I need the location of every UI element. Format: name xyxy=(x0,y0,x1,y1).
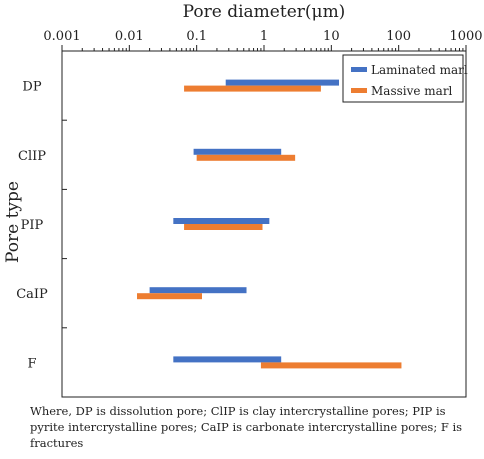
y-category-label: ClIP xyxy=(18,149,46,164)
x-tick-label: 1 xyxy=(260,29,268,44)
legend-swatch-laminated-marl xyxy=(351,67,367,72)
legend: Laminated marl Massive marl xyxy=(342,54,468,103)
range-bar-laminated-marl xyxy=(225,79,340,86)
y-category-label: F xyxy=(27,356,36,371)
range-bar-laminated-marl xyxy=(149,287,247,294)
x-tick-label: 0.01 xyxy=(115,29,144,44)
range-bar-laminated-marl xyxy=(173,356,282,363)
legend-box xyxy=(342,54,464,103)
range-bar-laminated-marl xyxy=(193,148,282,155)
figure-caption: Where, DP is dissolution pore; ClIP is c… xyxy=(30,404,463,450)
x-tick-label: 100 xyxy=(386,29,411,44)
range-bar-massive-marl xyxy=(137,293,202,300)
range-bar-massive-marl xyxy=(196,154,296,161)
y-category-label: DP xyxy=(22,80,41,95)
legend-label-laminated-marl: Laminated marl xyxy=(371,63,468,77)
x-tick-label: 10 xyxy=(323,29,340,44)
range-bar-laminated-marl xyxy=(173,218,270,224)
legend-swatch-massive-marl xyxy=(351,88,367,93)
range-bar-massive-marl xyxy=(184,85,321,92)
x-tick-label: 0.001 xyxy=(43,29,80,44)
y-category-label: PIP xyxy=(21,218,44,233)
y-category-label: CaIP xyxy=(16,287,48,302)
y-axis-title: Pore type xyxy=(3,181,23,263)
x-tick-label: 1000 xyxy=(449,29,482,44)
range-bar-massive-marl xyxy=(260,362,402,369)
legend-label-massive-marl: Massive marl xyxy=(371,84,453,98)
range-bar-massive-marl xyxy=(184,224,263,230)
x-tick-label: 0.1 xyxy=(186,29,207,44)
x-axis-title: Pore diameter(μm) xyxy=(183,2,346,22)
